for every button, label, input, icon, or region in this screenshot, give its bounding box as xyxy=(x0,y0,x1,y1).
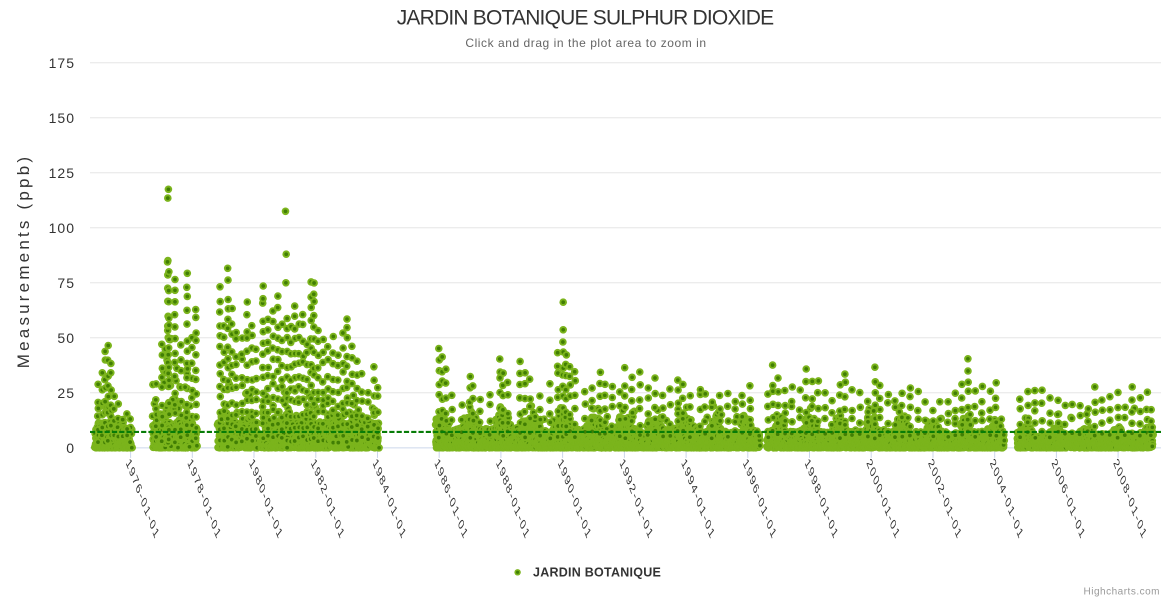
svg-text:175: 175 xyxy=(49,55,75,71)
svg-text:Highcharts.com: Highcharts.com xyxy=(1084,587,1160,598)
svg-text:125: 125 xyxy=(49,165,75,181)
svg-text:Click and drag in the plot are: Click and drag in the plot area to zoom … xyxy=(465,36,706,50)
svg-text:JARDIN BOTANIQUE SULPHUR DIOXI: JARDIN BOTANIQUE SULPHUR DIOXIDE xyxy=(397,7,774,30)
svg-text:75: 75 xyxy=(57,275,75,291)
svg-text:100: 100 xyxy=(49,220,75,236)
svg-text:Measurements (ppb): Measurements (ppb) xyxy=(14,154,33,368)
svg-text:25: 25 xyxy=(57,385,75,401)
svg-text:0: 0 xyxy=(66,440,75,456)
svg-text:150: 150 xyxy=(49,110,75,126)
svg-text:50: 50 xyxy=(57,330,75,346)
svg-text:JARDIN BOTANIQUE: JARDIN BOTANIQUE xyxy=(533,566,661,580)
